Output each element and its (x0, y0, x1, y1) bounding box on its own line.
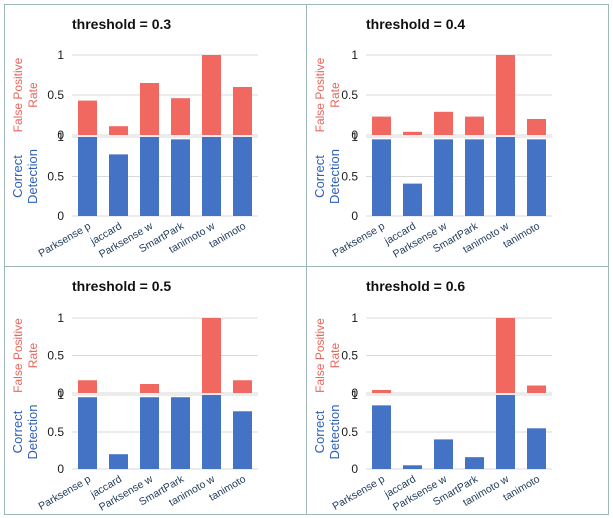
detection-bar (403, 183, 422, 216)
false-positive-bar (202, 55, 221, 135)
fp-axis-label-line2: Rate (328, 82, 342, 108)
chart-title: threshold = 0.6 (366, 278, 465, 294)
category-label: Parksense p (36, 220, 93, 260)
detection-axis-label-line1: Correct (10, 410, 25, 453)
panel-frame-4 (306, 266, 609, 515)
detection-bar (78, 397, 97, 469)
false-positive-bar (434, 111, 453, 135)
fp-tick-label: 1 (351, 311, 358, 325)
false-positive-bar (109, 126, 128, 135)
false-positive-bar (496, 318, 515, 393)
detection-bar (233, 411, 252, 469)
fp-tick-label: 1 (57, 48, 64, 62)
detection-axis-label-line1: Correct (312, 410, 327, 453)
fp-axis-label-line1: False Positive (11, 57, 25, 132)
chart-title: threshold = 0.4 (366, 16, 465, 32)
detection-tick-label: 0.5 (47, 170, 64, 184)
detection-bar (527, 139, 546, 216)
chart-title: threshold = 0.3 (72, 16, 171, 32)
false-positive-bar (233, 380, 252, 393)
detection-axis-label-line2: Detection (327, 405, 342, 460)
detection-tick-label: 0.5 (341, 425, 358, 439)
detection-bar (140, 137, 159, 216)
fp-tick-label: 0.5 (47, 88, 64, 102)
chart-title: threshold = 0.5 (72, 278, 171, 294)
fp-tick-label: 0.5 (341, 349, 358, 363)
fp-tick-label: 0 (351, 386, 358, 400)
category-label: Parksense p (36, 473, 93, 513)
detection-bar (434, 439, 453, 469)
false-positive-bar (527, 119, 546, 135)
detection-bar (496, 395, 515, 469)
detection-tick-label: 1 (57, 130, 64, 144)
detection-bar (109, 154, 128, 216)
fp-tick-label: 0 (57, 386, 64, 400)
detection-bar (434, 139, 453, 216)
fp-tick-label: 1 (57, 311, 64, 325)
detection-bar (78, 137, 97, 216)
detection-bar (140, 397, 159, 469)
detection-bar (109, 454, 128, 469)
false-positive-bar (171, 98, 190, 135)
detection-bar (496, 137, 515, 216)
detection-tick-label: 1 (351, 388, 358, 402)
fp-axis-label-line1: False Positive (313, 318, 327, 393)
category-label: Parksense p (330, 473, 387, 513)
chart-panel-4: threshold = 0.6 False Positive Rate Correct… (312, 278, 552, 514)
detection-bar (465, 139, 484, 216)
false-positive-bar (78, 100, 97, 135)
detection-tick-label: 0 (351, 462, 358, 476)
detection-axis-label-line1: Correct (10, 155, 25, 198)
fp-axis-label-line2: Rate (328, 343, 342, 369)
chart-panel-1: threshold = 0.3 False Positive Rate Correct… (10, 16, 258, 261)
false-positive-bar (496, 55, 515, 135)
fp-tick-label: 0.5 (341, 88, 358, 102)
detection-axis-label-line2: Detection (327, 149, 342, 204)
category-label: Parksense p (330, 220, 387, 260)
chart-panel-3: threshold = 0.5 False Positive Rate Correct… (10, 278, 258, 514)
false-positive-bar (202, 318, 221, 393)
false-positive-bar (372, 390, 391, 393)
detection-tick-label: 1 (57, 388, 64, 402)
detection-bar (171, 397, 190, 469)
chart-panel-2: threshold = 0.4 False Positive Rate Correct… (312, 16, 552, 261)
fp-axis-label-line1: False Positive (11, 318, 25, 393)
detection-bar (202, 137, 221, 216)
false-positive-bar (527, 385, 546, 393)
detection-tick-label: 1 (351, 130, 358, 144)
fp-axis-label-line2: Rate (26, 82, 40, 108)
fp-axis-label-line1: False Positive (313, 57, 327, 132)
detection-bar (372, 139, 391, 216)
false-positive-bar (78, 380, 97, 393)
detection-tick-label: 0 (57, 209, 64, 223)
fp-tick-label: 1 (351, 48, 358, 62)
detection-tick-label: 0 (351, 209, 358, 223)
detection-bar (403, 465, 422, 469)
fp-tick-label: 0.5 (47, 349, 64, 363)
detection-tick-label: 0.5 (341, 170, 358, 184)
detection-axis-label-line2: Detection (25, 405, 40, 460)
false-positive-bar (140, 83, 159, 135)
fp-tick-label: 0 (57, 128, 64, 142)
false-positive-bar (465, 116, 484, 135)
false-positive-bar (403, 131, 422, 135)
detection-tick-label: 0 (57, 462, 64, 476)
detection-bar (171, 139, 190, 216)
detection-axis-label-line2: Detection (25, 149, 40, 204)
detection-bar (465, 457, 484, 469)
detection-bar (233, 137, 252, 216)
detection-axis-label-line1: Correct (312, 155, 327, 198)
detection-bar (372, 405, 391, 469)
false-positive-bar (140, 384, 159, 393)
detection-bar (202, 395, 221, 469)
fp-tick-label: 0 (351, 128, 358, 142)
false-positive-bar (233, 87, 252, 135)
detection-tick-label: 0.5 (47, 425, 64, 439)
detection-bar (527, 428, 546, 469)
false-positive-bar (372, 116, 391, 135)
fp-axis-label-line2: Rate (26, 343, 40, 369)
